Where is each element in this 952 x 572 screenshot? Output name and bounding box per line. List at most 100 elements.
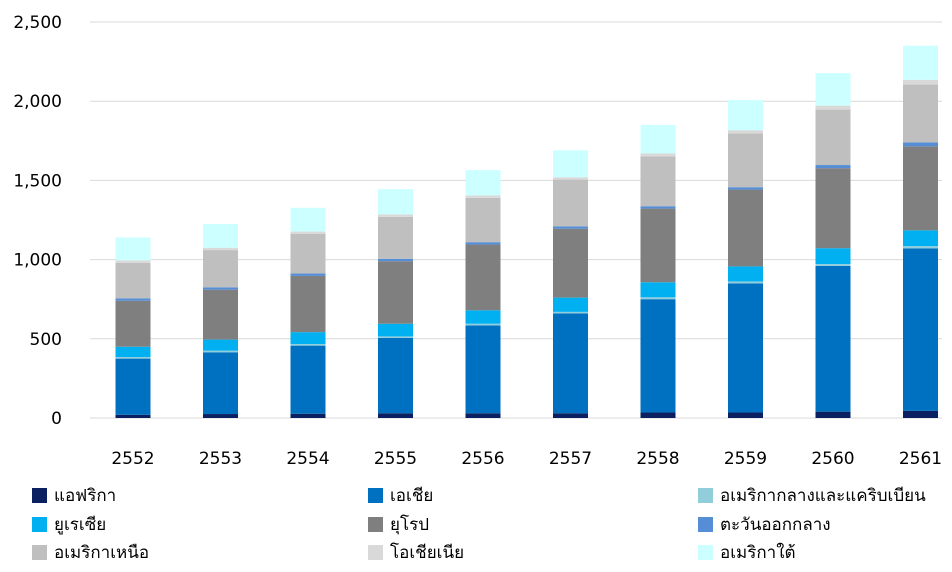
legend-label: ตะวันออกกลาง	[720, 515, 831, 535]
bar-stack-2553	[203, 223, 238, 418]
bar-segment	[465, 195, 501, 198]
bar-segment	[553, 226, 588, 229]
legend-swatch	[32, 488, 47, 503]
bar-segment	[115, 346, 151, 358]
legend-swatch	[32, 545, 47, 560]
legend-label: อเมริกาใต้	[720, 543, 796, 563]
y-tick-label: 0	[51, 409, 62, 429]
bar-segment	[728, 266, 763, 282]
bar-segment	[290, 332, 326, 345]
bar-segment	[903, 142, 938, 147]
bar-segment	[465, 197, 501, 243]
bar-segment	[728, 130, 763, 134]
bar-stack-2558	[640, 124, 676, 418]
x-tick-label: 2554	[286, 449, 329, 469]
legend-label: ยุโรป	[390, 515, 430, 535]
bar-segment	[728, 133, 763, 188]
bar-segment	[378, 214, 413, 217]
bar-segment	[115, 260, 151, 263]
bar-segment	[378, 413, 413, 418]
bar-segment	[640, 297, 676, 300]
bar-segment	[553, 177, 588, 180]
bar-segment	[378, 323, 413, 337]
bar-segment	[378, 216, 413, 259]
bar-segment	[115, 358, 151, 415]
legend-label: แอฟริกา	[54, 486, 117, 506]
x-tick-label: 2557	[549, 449, 592, 469]
bar-segment	[203, 339, 238, 351]
bar-segment	[903, 84, 938, 143]
x-tick-label: 2556	[461, 449, 504, 469]
bar-segment	[290, 275, 326, 333]
bar-segment	[203, 352, 238, 415]
bar-stack-2552	[115, 237, 151, 418]
legend-item: อเมริกาเหนือ	[32, 539, 149, 566]
bar-segment	[465, 170, 501, 196]
bar-segment	[203, 414, 238, 418]
y-axis-tick-labels: 0 500 1,000 1,500 2,000 2,500	[13, 13, 62, 429]
bar-segment	[903, 410, 938, 418]
y-tick-label: 1,500	[13, 171, 62, 191]
bar-segment	[203, 250, 238, 288]
legend-swatch	[698, 517, 713, 532]
bar-segment	[815, 165, 851, 169]
bar-segment	[553, 297, 588, 312]
bar-segment	[290, 344, 326, 346]
bar-stack-2557	[553, 150, 588, 418]
bar-segment	[815, 168, 851, 249]
bar-segment	[553, 150, 588, 178]
bar-stack-2559	[728, 100, 763, 418]
bar-segment	[640, 124, 676, 154]
bar-segment	[728, 189, 763, 267]
x-tick-label: 2560	[811, 449, 854, 469]
bar-segment	[815, 411, 851, 418]
bar-segment	[378, 189, 413, 215]
x-tick-label: 2552	[111, 449, 154, 469]
bar-segment	[640, 156, 676, 207]
bar-segment	[115, 300, 151, 347]
bar-segment	[465, 323, 501, 326]
bar-segment	[903, 248, 938, 411]
bar-segment	[553, 311, 588, 314]
legend-item: อเมริกากลางและแคริบเบียน	[698, 482, 926, 509]
bar-stack-2556	[465, 170, 501, 418]
y-tick-label: 500	[30, 330, 62, 350]
bar-segment	[465, 242, 501, 245]
bar-segment	[115, 262, 151, 299]
legend-swatch	[698, 545, 713, 560]
legend-swatch	[368, 545, 383, 560]
bar-segment	[203, 247, 238, 251]
bar-segment	[815, 109, 851, 166]
legend-item: อเมริกาใต้	[698, 539, 796, 566]
bar-segment	[553, 179, 588, 227]
bar-segment	[290, 233, 326, 274]
bar-segment	[903, 146, 938, 231]
y-tick-label: 2,500	[13, 13, 62, 33]
legend-item: ยุโรป	[368, 511, 429, 538]
bar-segment	[203, 289, 238, 340]
bar-segment	[290, 273, 326, 276]
bar-segment	[203, 350, 238, 353]
bar-segment	[640, 208, 676, 283]
bar-segment	[290, 231, 326, 234]
legend-label: โอเชียเนีย	[390, 543, 465, 563]
bar-segment	[115, 298, 151, 301]
bar-segment	[903, 45, 938, 80]
bar-segment	[553, 313, 588, 414]
bar-segment	[378, 338, 413, 414]
legend-item: ตะวันออกกลาง	[698, 511, 831, 538]
bar-segment	[728, 100, 763, 131]
bar-segment	[640, 206, 676, 209]
bar-segment	[290, 345, 326, 414]
x-tick-label: 2561	[899, 449, 942, 469]
bar-segment	[115, 237, 151, 261]
legend-label: อเมริกาเหนือ	[54, 543, 150, 563]
legend-swatch	[368, 488, 383, 503]
legend-label: ยูเรเซีย	[54, 515, 107, 535]
bar-segment	[815, 105, 851, 110]
bar-segment	[815, 264, 851, 266]
bar-stack-2561	[903, 45, 938, 418]
bar-segment	[378, 258, 413, 262]
bar-segment	[115, 414, 151, 418]
